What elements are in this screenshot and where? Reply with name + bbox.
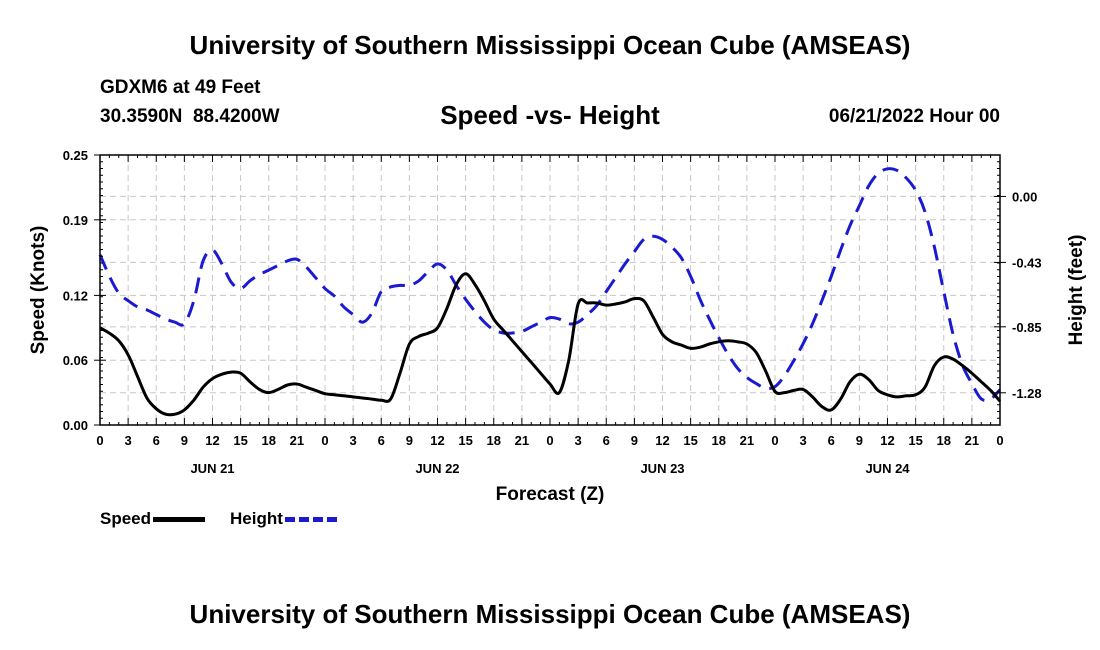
station-name: GDXM6 at 49 Feet [100, 77, 261, 98]
x-tick-label: 3 [350, 433, 357, 448]
x-axis-title: Forecast (Z) [496, 484, 605, 505]
x-tick-label: 0 [96, 433, 103, 448]
station-coordinates: 30.3590N 88.4200W [100, 106, 280, 127]
x-tick-label: 3 [800, 433, 807, 448]
y2-tick-label: -0.43 [1012, 255, 1042, 270]
x-tick-label: 21 [740, 433, 754, 448]
speed-series-line [99, 272, 1002, 417]
x-day-label: JUN 23 [640, 461, 684, 476]
x-tick-label: 0 [996, 433, 1003, 448]
x-tick-label: 9 [406, 433, 413, 448]
height-series-line [98, 167, 1002, 402]
series-layer [98, 167, 1002, 417]
x-tick-label: 15 [683, 433, 697, 448]
x-tick-label: 15 [908, 433, 922, 448]
x-tick-label: 18 [937, 433, 951, 448]
x-tick-label: 6 [828, 433, 835, 448]
x-tick-label: 18 [487, 433, 501, 448]
x-tick-label: 12 [205, 433, 219, 448]
forecast-datetime: 06/21/2022 Hour 00 [828, 106, 1000, 127]
x-tick-label: 9 [856, 433, 863, 448]
y2-axis-title: Height (feet) [1066, 235, 1087, 346]
y-axis-title: Speed (Knots) [28, 226, 49, 355]
x-tick-label: 15 [458, 433, 472, 448]
x-tick-label: 12 [655, 433, 669, 448]
x-tick-label: 3 [125, 433, 132, 448]
y-tick-label: 0.00 [63, 418, 88, 433]
y-tick-label: 0.06 [63, 353, 88, 368]
x-tick-label: 21 [965, 433, 979, 448]
x-tick-label: 21 [290, 433, 304, 448]
x-tick-label: 0 [546, 433, 553, 448]
x-tick-label: 6 [603, 433, 610, 448]
legend-speed-label: Speed [100, 509, 152, 528]
x-tick-label: 15 [233, 433, 247, 448]
x-tick-label: 6 [378, 433, 385, 448]
y2-tick-label: -0.85 [1012, 320, 1042, 335]
legend-speed: Speed [100, 509, 206, 529]
y-tick-label: 0.25 [63, 148, 88, 163]
x-tick-label: 3 [575, 433, 582, 448]
y2-tick-label: -1.28 [1012, 386, 1042, 401]
chart-title: University of Southern Mississippi Ocean… [189, 30, 911, 60]
x-day-label: JUN 24 [865, 461, 910, 476]
x-tick-label: 21 [515, 433, 529, 448]
x-tick-label: 18 [712, 433, 726, 448]
x-tick-label: 12 [880, 433, 894, 448]
x-tick-label: 6 [153, 433, 160, 448]
x-tick-label: 9 [631, 433, 638, 448]
x-tick-label: 9 [181, 433, 188, 448]
grid [100, 155, 1000, 425]
x-tick-label: 12 [430, 433, 444, 448]
y2-tick-label: 0.00 [1012, 189, 1037, 204]
legend-height-swatch [284, 517, 337, 523]
legend-speed-swatch [153, 517, 206, 523]
chart-subtitle: Speed -vs- Height [440, 100, 660, 130]
x-tick-label: 0 [321, 433, 328, 448]
y-tick-label: 0.19 [63, 213, 88, 228]
axes: 0 3 6 9 12 15 18 21 0 3 6 9 12 15 18 21 0 3 6 9 12 15 18 21 0 3 6 9… [63, 148, 1042, 476]
x-tick-label: 0 [771, 433, 778, 448]
x-day-label: JUN 22 [415, 461, 459, 476]
footer-title: University of Southern Mississippi Ocean… [189, 599, 911, 629]
legend-height: Height [230, 509, 337, 529]
x-tick-label: 18 [262, 433, 276, 448]
legend-height-label: Height [230, 509, 283, 528]
y-tick-label: 0.12 [63, 288, 88, 303]
x-day-label: JUN 21 [190, 461, 234, 476]
